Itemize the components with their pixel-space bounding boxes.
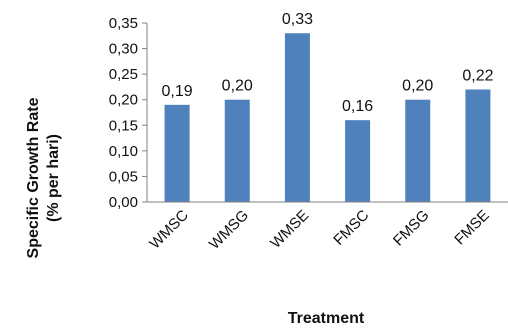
y-tick-label: 0,10: [109, 143, 138, 160]
x-tick-label-fmse: FMSE: [451, 207, 492, 248]
y-tick-label: 0,25: [109, 66, 138, 83]
data-label-fmsg: 0,20: [402, 78, 433, 95]
y-tick-label: 0,15: [109, 117, 138, 134]
data-label-fmsc: 0,16: [342, 98, 373, 115]
bar-fmsc: [345, 120, 371, 202]
x-tick-label-wmse: WMSE: [267, 207, 312, 252]
data-label-wmsc: 0,19: [162, 83, 193, 100]
bar-fmse: [465, 89, 491, 202]
x-tick-label-wmsc: WMSC: [146, 207, 192, 253]
data-label-wmsg: 0,20: [222, 78, 253, 95]
x-tick-label-fmsg: FMSG: [390, 207, 433, 250]
y-tick-label: 0,30: [109, 41, 138, 58]
x-tick-label-fmsc: FMSC: [330, 207, 372, 249]
bar-wmse: [284, 33, 310, 202]
bar-wmsg: [224, 99, 250, 202]
bars: [164, 33, 491, 202]
data-label-fmse: 0,22: [462, 67, 493, 84]
y-tick-label: 0,00: [109, 194, 138, 211]
y-axis-title-line-1: Specific Growth Rate: [25, 97, 42, 258]
bar-wmsc: [164, 104, 190, 202]
y-tick-label: 0,20: [109, 92, 138, 109]
x-axis-ticks: WMSC WMSG WMSE FMSC FMSG FMSE: [146, 207, 492, 253]
data-labels: 0,19 0,20 0,33 0,16 0,20 0,22: [162, 11, 494, 115]
data-label-wmse: 0,33: [282, 11, 313, 28]
y-axis-ticks: 0,00 0,05 0,10 0,15 0,20 0,25 0,30 0,35: [109, 15, 147, 211]
y-axis-title-line-2: (% per hari): [45, 134, 62, 222]
x-tick-label-wmsg: WMSG: [206, 207, 252, 253]
y-tick-label: 0,35: [109, 15, 138, 32]
bar-fmsg: [405, 99, 431, 202]
x-axis-title: Treatment: [288, 310, 365, 327]
y-tick-label: 0,05: [109, 168, 138, 185]
